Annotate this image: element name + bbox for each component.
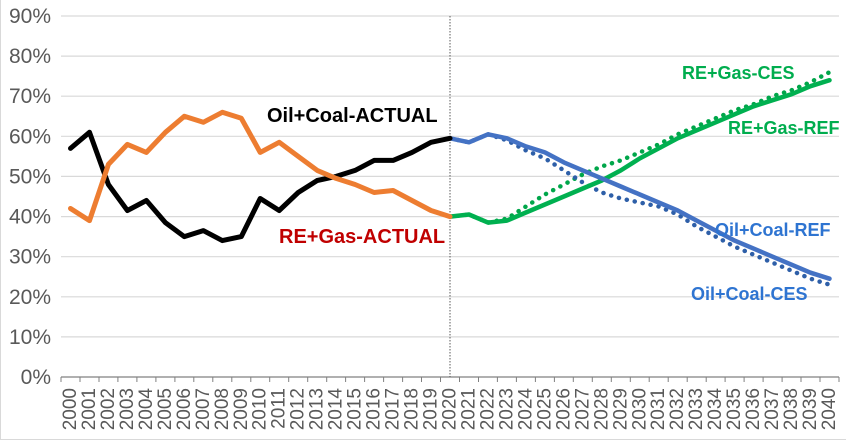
- x-tick-label: 2027: [572, 388, 593, 430]
- x-tick-label: 2035: [724, 388, 745, 430]
- x-tick-label: 2031: [648, 388, 669, 430]
- x-tick-label: 2028: [591, 388, 612, 430]
- x-tick-label: 2040: [819, 388, 840, 430]
- x-tick-label: 2018: [402, 388, 423, 430]
- x-tick-label: 2037: [762, 388, 783, 430]
- x-tick-label: 2016: [364, 388, 385, 430]
- x-tick-label: 2036: [743, 388, 764, 430]
- x-tick-label: 2002: [98, 388, 119, 430]
- y-tick-label: 40%: [9, 206, 51, 229]
- y-tick-label: 50%: [9, 165, 51, 188]
- series-label-oil-coal-ref: Oil+Coal-REF: [715, 220, 831, 240]
- x-tick-label: 2022: [478, 388, 499, 430]
- series-line-oil-coal-ces: [447, 132, 832, 287]
- series-label-re-gas-ces: RE+Gas-CES: [682, 63, 795, 83]
- x-tick-label: 2024: [515, 388, 536, 431]
- x-tick-label: 2039: [800, 388, 821, 430]
- series-line-re-gas-ces: [447, 69, 832, 225]
- series-line-oil-coal-ref: [447, 132, 832, 281]
- series-label-oil-coal-actual: Oil+Coal-ACTUAL: [267, 105, 438, 127]
- x-tick-label: 2008: [212, 388, 233, 430]
- series-label-re-gas-actual: RE+Gas-ACTUAL: [279, 226, 446, 248]
- x-tick-label: 2033: [686, 388, 707, 430]
- x-tick-label: 2030: [629, 388, 650, 430]
- y-tick-label: 0%: [21, 366, 51, 389]
- x-tick-label: 2026: [553, 388, 574, 430]
- x-tick-label: 2005: [155, 388, 176, 430]
- x-tick-label: 2004: [136, 388, 157, 431]
- x-tick-label: 2011: [269, 388, 290, 429]
- x-tick-label: 2007: [193, 388, 214, 430]
- x-tick-label: 2025: [534, 388, 555, 430]
- x-tick-label: 2019: [421, 388, 442, 430]
- series-label-re-gas-ref: RE+Gas-REF: [728, 118, 840, 138]
- x-tick-label: 2029: [610, 388, 631, 430]
- series-line-oil-coal-actual: [68, 129, 453, 244]
- y-tick-label: 90%: [9, 5, 51, 28]
- y-tick-label: 30%: [9, 246, 51, 269]
- y-tick-label: 70%: [9, 85, 51, 108]
- x-tick-label: 2006: [174, 388, 195, 430]
- x-tick-label: 2010: [250, 388, 271, 430]
- x-tick-label: 2021: [459, 388, 480, 430]
- y-tick-label: 60%: [9, 125, 51, 148]
- x-tick-label: 2009: [231, 388, 252, 430]
- series-line-re-gas-actual: [68, 109, 453, 224]
- x-tick-label: 2017: [383, 388, 404, 430]
- y-tick-label: 10%: [9, 326, 51, 349]
- series-line-re-gas-ref: [447, 77, 832, 225]
- y-tick-label: 80%: [9, 45, 51, 68]
- x-tick-label: 2003: [117, 388, 138, 430]
- x-tick-label: 2038: [781, 388, 802, 430]
- series-label-oil-coal-ces: Oil+Coal-CES: [691, 284, 808, 304]
- x-tick-label: 2012: [288, 388, 309, 430]
- x-tick-label: 2032: [667, 388, 688, 430]
- y-tick-label: 20%: [9, 286, 51, 309]
- x-tick-label: 2001: [79, 388, 100, 430]
- x-tick-label: 2020: [440, 388, 461, 430]
- x-tick-label: 2034: [705, 388, 726, 431]
- x-tick-label: 2014: [326, 388, 347, 431]
- x-tick-label: 2000: [60, 388, 81, 430]
- x-tick-label: 2013: [307, 388, 328, 430]
- x-tick-label: 2023: [496, 388, 517, 430]
- x-tick-label: 2015: [345, 388, 366, 430]
